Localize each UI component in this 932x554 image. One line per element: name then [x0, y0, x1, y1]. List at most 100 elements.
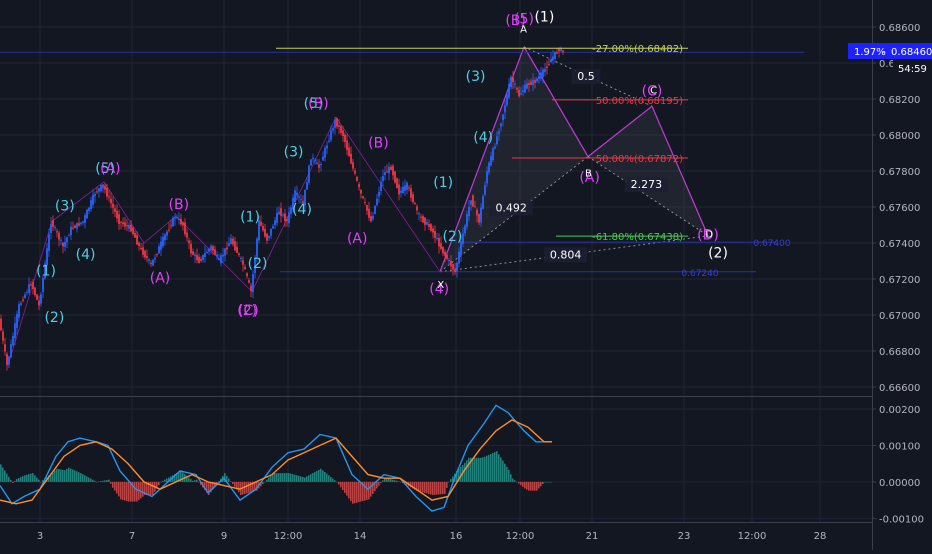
histogram-bar — [388, 478, 390, 482]
candle-body — [456, 262, 458, 272]
candle-body — [504, 105, 506, 113]
candle-body — [426, 222, 428, 225]
candle-body — [116, 210, 118, 219]
histogram-bar — [550, 481, 552, 483]
histogram-bar — [132, 481, 134, 502]
histogram-bar — [536, 481, 538, 491]
histogram-bar — [148, 481, 150, 496]
histogram-bar — [40, 481, 42, 483]
histogram-bar — [504, 463, 506, 482]
histogram-bar — [110, 481, 112, 484]
histogram-bar — [338, 481, 340, 485]
candle-body — [22, 299, 24, 301]
candle-body — [430, 224, 432, 231]
osc-tick-label-2: 0.00100 — [879, 441, 920, 452]
time-tick-label-2: 9 — [221, 531, 227, 542]
candle-body — [266, 233, 268, 241]
wave-label-11: (4) — [292, 202, 312, 218]
ratio-label-box-0 — [571, 69, 601, 85]
price-tick-label-2: 0.67000 — [879, 311, 920, 322]
wave-label-5: (A) — [100, 161, 121, 177]
histogram-bar — [546, 481, 548, 483]
histogram-bar — [336, 481, 338, 483]
histogram-bar — [348, 481, 350, 499]
histogram-bar — [544, 481, 546, 483]
histogram-bar — [290, 473, 292, 482]
time-axis[interactable]: 3 7 9 12:00 14 16 12:00 21 23 12:00 28 — [37, 531, 827, 542]
candle-body — [498, 131, 500, 134]
candle-body — [354, 170, 356, 174]
candle-body — [420, 216, 422, 218]
histogram-bar — [232, 481, 234, 485]
candle-body — [142, 247, 144, 255]
histogram-bar — [502, 460, 504, 482]
candle-body — [216, 254, 218, 257]
candle-body — [244, 266, 246, 270]
histogram-bar — [444, 481, 446, 494]
histogram-bar — [540, 481, 542, 487]
wave-label-29: B — [585, 168, 592, 179]
candle-body — [396, 178, 398, 188]
histogram-bar — [124, 481, 126, 501]
candle-body — [518, 90, 520, 97]
ratio-label-1: 0.492 — [495, 202, 527, 215]
faint-label-1: 0.67240 — [681, 269, 718, 279]
wave-label-13: (2) — [237, 303, 257, 319]
candle-body — [124, 222, 126, 227]
candle-body — [80, 222, 82, 224]
histogram-bar — [532, 481, 534, 491]
wave-label-19: (2) — [442, 229, 462, 245]
candle-body — [304, 189, 306, 206]
histogram-bar — [548, 481, 550, 483]
candle-body — [400, 190, 402, 193]
histogram-bar — [76, 471, 78, 482]
histogram-bar — [378, 481, 380, 486]
candle-body — [450, 260, 452, 267]
candle-body — [458, 251, 460, 264]
histogram-bar — [324, 472, 326, 482]
histogram-bar — [430, 481, 432, 495]
candle-body — [278, 211, 280, 215]
fib-level-label-3: -61.80%(0.67438) — [592, 232, 683, 243]
candle-body — [62, 242, 64, 247]
histogram-bar — [262, 481, 264, 485]
histogram-bar — [212, 481, 214, 490]
candle-body — [44, 263, 46, 279]
candle-body — [290, 207, 292, 214]
candle-body — [422, 216, 424, 223]
candle-body — [100, 184, 102, 192]
candle-body — [372, 215, 374, 220]
price-tick-label-8: 0.68200 — [879, 95, 920, 106]
candle-body — [232, 238, 234, 245]
histogram-bar — [206, 481, 208, 493]
histogram-bar — [114, 481, 116, 491]
price-tick-label-0: 0.66600 — [879, 383, 920, 394]
candle-body — [204, 252, 206, 258]
candle-body — [388, 167, 390, 174]
candle-body — [386, 171, 388, 173]
candle-body — [114, 208, 116, 212]
candle-body — [264, 228, 266, 237]
candle-body — [288, 212, 290, 224]
histogram-bar — [398, 481, 400, 482]
histogram-bar — [194, 480, 196, 482]
histogram-bar — [70, 468, 72, 482]
time-tick-label-8: 23 — [678, 531, 691, 542]
histogram-bar — [80, 473, 82, 482]
candle-body — [380, 181, 382, 191]
candle-body — [502, 114, 504, 121]
candle-body — [86, 209, 88, 219]
candle-body — [64, 241, 66, 247]
oscillator-panel — [0, 404, 552, 512]
candle-body — [2, 331, 4, 341]
histogram-bar — [318, 469, 320, 482]
oscillator-axis[interactable]: -0.00100 0.00000 0.00100 0.00200 — [872, 405, 924, 525]
histogram-bar — [484, 456, 486, 482]
histogram-bar — [352, 481, 354, 504]
candle-body — [364, 201, 366, 204]
candle-body — [90, 200, 92, 210]
candle-body — [496, 136, 498, 145]
candle-body — [406, 182, 408, 190]
candle-body — [46, 248, 48, 266]
wave-label-24: (B) — [505, 13, 526, 29]
